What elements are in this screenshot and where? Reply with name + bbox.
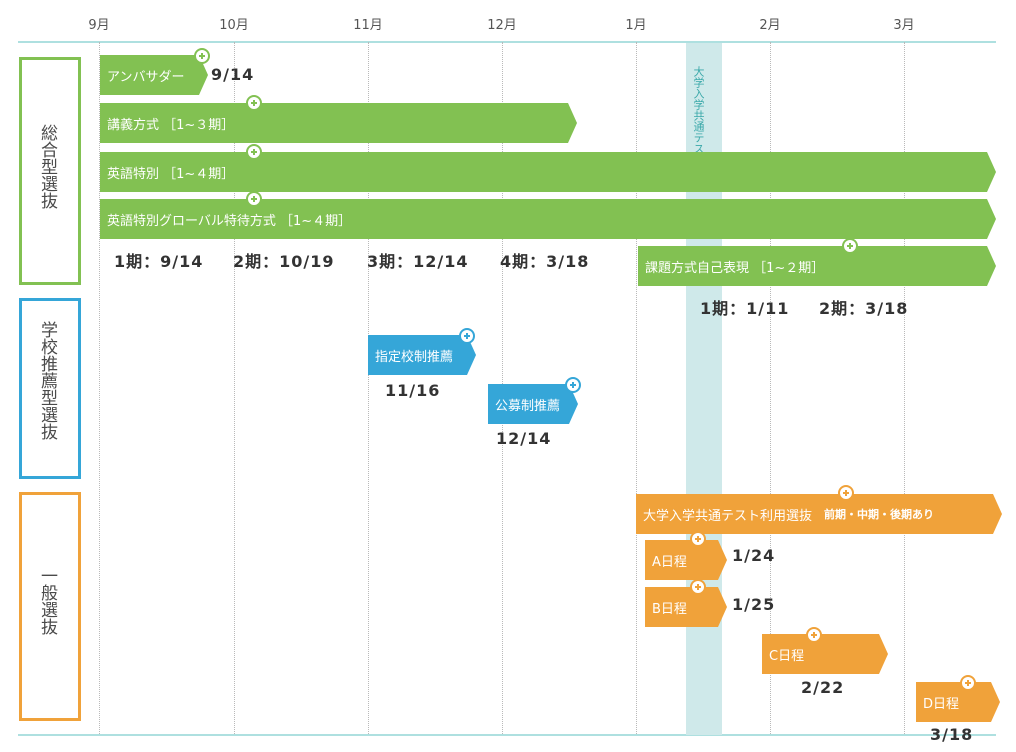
date-kadai-1: 1期：1/11 bbox=[700, 299, 790, 318]
plus-circle-icon[interactable] bbox=[960, 675, 976, 691]
bar-a[interactable]: A日程 bbox=[645, 540, 727, 580]
footer-rule bbox=[18, 734, 996, 736]
bar-kogi-label: 講義方式 ［1~３期］ bbox=[107, 117, 235, 133]
bar-global-label: 英語特別グローバル特待方式 ［1~４期］ bbox=[107, 213, 352, 229]
bar-kadai-label: 課題方式自己表現 ［1~２期］ bbox=[645, 260, 825, 276]
bar-kyotsu-label: 大学入学共通テスト利用選抜 bbox=[643, 508, 813, 524]
bar-eigo[interactable]: 英語特別 ［1~４期］ bbox=[100, 152, 996, 192]
month-gridline bbox=[99, 42, 100, 734]
bar-c[interactable]: C日程 bbox=[762, 634, 888, 674]
bar-kobo[interactable]: 公募制推薦 bbox=[488, 384, 578, 424]
plus-circle-icon[interactable] bbox=[690, 579, 706, 595]
plus-circle-icon[interactable] bbox=[565, 377, 581, 393]
plus-circle-icon[interactable] bbox=[838, 485, 854, 501]
date-b: 1/25 bbox=[732, 595, 776, 614]
month-label-mar: 3月 bbox=[893, 18, 915, 33]
date-kadai-2: 2期：3/18 bbox=[819, 299, 909, 318]
bar-ambassador[interactable]: アンバサダー bbox=[100, 55, 208, 95]
bar-kadai[interactable]: 課題方式自己表現 ［1~２期］ bbox=[638, 246, 996, 286]
plus-circle-icon[interactable] bbox=[246, 191, 262, 207]
bar-shitei[interactable]: 指定校制推薦 bbox=[368, 335, 476, 375]
month-label-feb: 2月 bbox=[759, 18, 781, 33]
bar-kogi[interactable]: 講義方式 ［1~３期］ bbox=[100, 103, 577, 143]
category-ippan: 一般選抜 bbox=[19, 492, 81, 721]
plus-circle-icon[interactable] bbox=[194, 48, 210, 64]
bar-kyotsu-note: 前期・中期・後期あり bbox=[824, 508, 935, 521]
plus-circle-icon[interactable] bbox=[690, 531, 706, 547]
date-period-1: 1期：9/14 bbox=[114, 252, 204, 271]
category-sogo-label: 総合型選抜 bbox=[37, 124, 57, 209]
bar-shitei-label: 指定校制推薦 bbox=[375, 349, 454, 365]
month-gridline bbox=[770, 42, 771, 734]
date-period-3: 3期：12/14 bbox=[367, 252, 469, 271]
bar-b[interactable]: B日程 bbox=[645, 587, 727, 627]
date-a: 1/24 bbox=[732, 546, 776, 565]
category-gakko: 学校推薦型選抜 bbox=[19, 298, 81, 479]
month-gridline bbox=[368, 42, 369, 734]
category-ippan-label: 一般選抜 bbox=[37, 567, 57, 635]
month-gridline bbox=[636, 42, 637, 734]
date-ambassador: 9/14 bbox=[211, 65, 255, 84]
category-gakko-label: 学校推薦型選抜 bbox=[37, 321, 57, 440]
month-gridline bbox=[234, 42, 235, 734]
category-sogo: 総合型選抜 bbox=[19, 57, 81, 285]
plus-circle-icon[interactable] bbox=[246, 144, 262, 160]
bar-d[interactable]: D日程 bbox=[916, 682, 1000, 722]
date-shitei: 11/16 bbox=[385, 381, 441, 400]
date-d: 3/18 bbox=[930, 725, 974, 744]
common-test-label: 大学入学共通テスト bbox=[692, 66, 705, 165]
header-rule bbox=[18, 41, 996, 43]
month-gridline bbox=[904, 42, 905, 734]
plus-circle-icon[interactable] bbox=[246, 95, 262, 111]
date-period-2: 2期：10/19 bbox=[233, 252, 335, 271]
plus-circle-icon[interactable] bbox=[806, 627, 822, 643]
plus-circle-icon[interactable] bbox=[459, 328, 475, 344]
bar-d-label: D日程 bbox=[923, 696, 960, 712]
bar-kobo-label: 公募制推薦 bbox=[495, 398, 561, 414]
bar-eigo-label: 英語特別 ［1~４期］ bbox=[107, 166, 235, 182]
month-label-sep: 9月 bbox=[88, 18, 110, 33]
date-period-4: 4期：3/18 bbox=[500, 252, 590, 271]
date-kobo: 12/14 bbox=[496, 429, 552, 448]
bar-c-label: C日程 bbox=[769, 648, 805, 664]
bar-kyotsu[interactable]: 大学入学共通テスト利用選抜 前期・中期・後期あり bbox=[636, 494, 1002, 534]
month-label-jan: 1月 bbox=[625, 18, 647, 33]
date-c: 2/22 bbox=[801, 678, 845, 697]
month-label-dec: 12月 bbox=[487, 18, 517, 33]
plus-circle-icon[interactable] bbox=[842, 238, 858, 254]
bar-global[interactable]: 英語特別グローバル特待方式 ［1~４期］ bbox=[100, 199, 996, 239]
month-label-nov: 11月 bbox=[353, 18, 383, 33]
bar-b-label: B日程 bbox=[652, 601, 687, 617]
month-label-oct: 10月 bbox=[219, 18, 249, 33]
bar-a-label: A日程 bbox=[652, 554, 687, 570]
bar-ambassador-label: アンバサダー bbox=[107, 69, 185, 85]
